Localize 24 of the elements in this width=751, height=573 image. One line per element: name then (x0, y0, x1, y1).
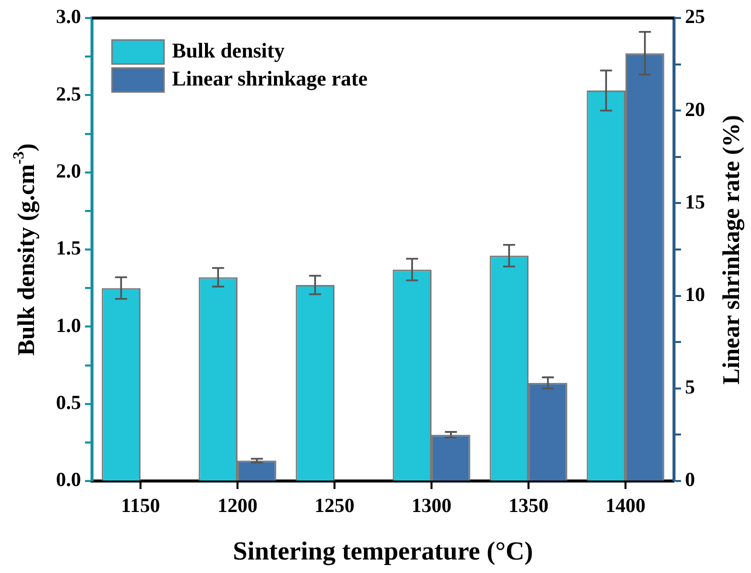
y2-tick-label: 10 (685, 284, 705, 306)
legend-label: Linear shrinkage rate (172, 66, 368, 90)
y2-tick-label: 0 (685, 469, 695, 492)
x-tick-label: 1350 (508, 495, 548, 518)
x-tick-label: 1250 (314, 495, 354, 518)
x-tick-label: 1150 (121, 495, 160, 518)
y2-tick-label: 20 (685, 98, 705, 121)
y2-axis-title: Linear shrinkage rate (%) (719, 114, 746, 384)
y-axis-title: Bulk density (g.cm-3) (10, 143, 40, 356)
y-tick-label: 0.5 (56, 392, 81, 414)
x-tick-label: 1200 (218, 495, 258, 518)
x-tick-label: 1300 (412, 495, 452, 518)
y-tick-label: 2.5 (56, 83, 81, 106)
y-tick-label: 1.5 (56, 238, 81, 260)
y-tick-label: 2.0 (56, 160, 81, 183)
x-tick-label: 1400 (606, 495, 646, 518)
y-tick-label: 0.0 (56, 469, 81, 492)
y2-tick-label: 25 (685, 6, 705, 28)
y-tick-label: 1.0 (56, 314, 81, 337)
y-tick-label: 3.0 (56, 6, 81, 28)
y2-tick-label: 15 (685, 191, 705, 214)
legend-label: Bulk density (172, 38, 286, 62)
y2-tick-label: 5 (685, 376, 695, 399)
x-axis-title: Sintering temperature (°C) (232, 536, 534, 566)
